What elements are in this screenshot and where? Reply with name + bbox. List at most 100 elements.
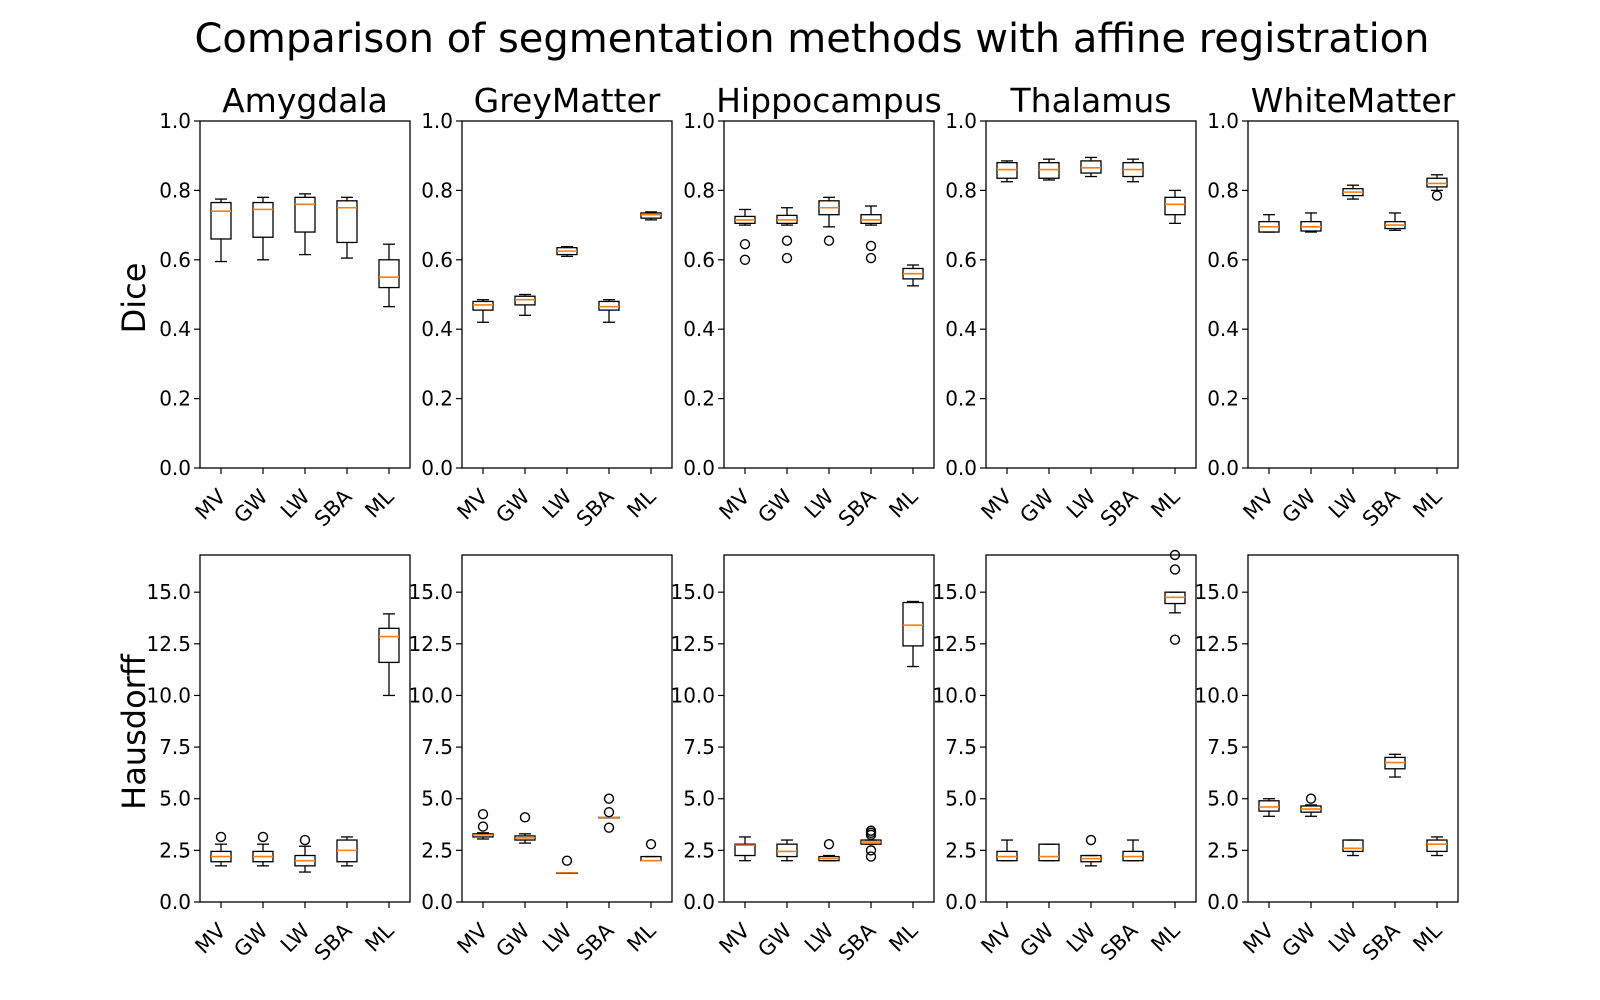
x-tick-label-ml: ML [1408, 484, 1446, 522]
y-tick-label: 10.0 [408, 683, 453, 707]
y-tick-label: 1.0 [1207, 109, 1239, 133]
box-iqr [902, 601, 924, 647]
y-tick-label: 5.0 [683, 787, 715, 811]
x-tick-label-sba: SBA [1358, 918, 1405, 965]
x-tick-label-sba: SBA [834, 918, 881, 965]
outlier-point [1305, 793, 1317, 804]
x-tick-label-lw: LW [276, 484, 315, 523]
y-tick-label: 0.0 [945, 456, 977, 480]
x-tick-label-lw: LW [1324, 918, 1363, 957]
y-tick-label: 12.5 [932, 632, 977, 656]
box-iqr [640, 212, 662, 219]
x-tick-label-sba: SBA [834, 484, 881, 531]
boxplot-ml [640, 211, 662, 221]
x-tick-label-gw: GW [491, 484, 534, 527]
x-tick-label-lw: LW [800, 918, 839, 957]
outlier-point [865, 825, 877, 836]
boxplot-sba [1122, 158, 1144, 183]
x-tick-label-ml: ML [884, 918, 922, 956]
axes-frame [461, 554, 673, 903]
boxplot-lw [1080, 156, 1102, 178]
box-iqr [1426, 177, 1448, 188]
box-iqr [1164, 196, 1186, 216]
y-tick-label: 15.0 [1194, 580, 1239, 604]
x-tick-label-sba: SBA [1096, 918, 1143, 965]
x-tick-label-lw: LW [276, 918, 315, 957]
outlier-point [865, 827, 877, 839]
x-tick-label-lw: LW [800, 484, 839, 523]
x-tick-label-mv: MV [191, 918, 231, 958]
box-iqr [860, 214, 882, 225]
boxplot-mv [472, 809, 494, 840]
boxplot-lw [294, 834, 316, 873]
boxplot-lw [556, 855, 578, 875]
outlier-point [257, 831, 269, 843]
box-iqr [294, 196, 316, 233]
box-iqr [210, 201, 232, 240]
y-tick-label: 5.0 [421, 787, 453, 811]
x-tick-label-ml: ML [884, 484, 922, 522]
box-iqr [996, 161, 1018, 179]
boxplot-ml [1426, 836, 1448, 857]
box-iqr [1080, 160, 1102, 174]
boxplot-sba [860, 825, 882, 862]
outlier-point [823, 235, 835, 246]
y-tick-label: 0.0 [159, 456, 191, 480]
y-tick-label: 12.5 [146, 632, 191, 656]
x-tick-label-sba: SBA [572, 918, 619, 965]
y-tick-label: 0.6 [421, 248, 453, 272]
outlier-point [1169, 634, 1181, 645]
y-tick-label: 7.5 [683, 735, 715, 759]
y-tick-label: 0.6 [945, 248, 977, 272]
boxplot-lw [294, 193, 316, 256]
panel-title-thalamus: Thalamus [1010, 81, 1172, 120]
x-tick-label-gw: GW [753, 484, 796, 527]
x-tick-label-gw: GW [753, 918, 796, 961]
boxplot-mv [734, 208, 756, 265]
x-tick-label-lw: LW [1324, 484, 1363, 523]
boxplot-gw [252, 196, 274, 261]
x-tick-label-ml: ML [1146, 918, 1184, 956]
x-tick-label-lw: LW [538, 918, 577, 957]
boxplot-ml [1426, 174, 1448, 201]
dice-row-label: Dice [115, 263, 153, 334]
box-iqr [734, 843, 756, 857]
y-tick-label: 0.0 [683, 890, 715, 914]
outlier-point [645, 838, 657, 850]
y-tick-label: 0.2 [421, 387, 453, 411]
y-tick-label: 1.0 [421, 109, 453, 133]
y-tick-label: 12.5 [670, 632, 715, 656]
boxplot-lw [556, 245, 578, 257]
y-tick-label: 10.0 [146, 683, 191, 707]
x-tick-label-lw: LW [1062, 918, 1101, 957]
outlier-point [1431, 190, 1443, 201]
y-tick-label: 15.0 [932, 580, 977, 604]
y-tick-label: 5.0 [945, 787, 977, 811]
y-tick-label: 10.0 [932, 683, 977, 707]
boxplot-lw [818, 196, 840, 246]
boxplot-sba [336, 836, 358, 867]
x-tick-label-mv: MV [715, 484, 755, 524]
box-iqr [1342, 839, 1364, 853]
y-tick-label: 0.2 [159, 387, 191, 411]
boxplot-sba [1122, 839, 1144, 862]
boxplot-gw [1300, 212, 1322, 233]
y-tick-label: 0.2 [1207, 387, 1239, 411]
boxplot-mv [210, 198, 232, 263]
x-tick-label-gw: GW [229, 918, 272, 961]
x-tick-label-mv: MV [977, 484, 1017, 524]
boxplot-mv [1258, 214, 1280, 233]
y-tick-label: 0.6 [1207, 248, 1239, 272]
x-tick-label-sba: SBA [310, 918, 357, 965]
panel-title-hippocampus: Hippocampus [716, 81, 942, 120]
y-tick-label: 0.0 [421, 890, 453, 914]
y-tick-label: 0.4 [159, 317, 191, 341]
axes-frame [985, 554, 1197, 903]
y-tick-label: 0.2 [945, 387, 977, 411]
